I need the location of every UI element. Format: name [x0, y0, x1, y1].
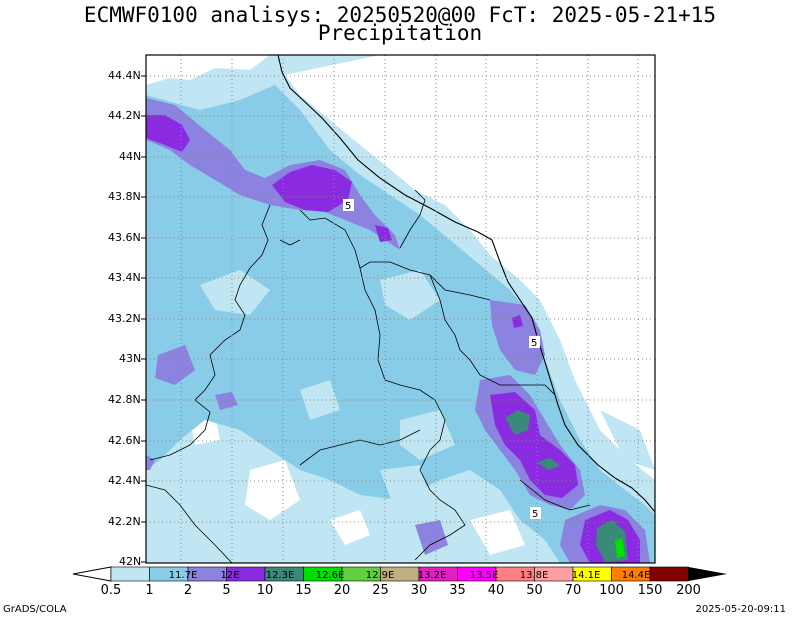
- map-subtitle: Precipitation: [317, 21, 483, 45]
- precip-band-lavender: [490, 300, 545, 375]
- precip-band-lavender: [155, 345, 195, 385]
- colorbar-box-label: 14.4E: [622, 570, 651, 581]
- contour-label: 5: [531, 338, 537, 349]
- footer-credit: GrADS/COLA: [3, 604, 67, 615]
- colorbar-value: 25: [372, 583, 389, 598]
- precip-band-lavender: [146, 455, 155, 470]
- colorbar-value: 2: [183, 583, 193, 598]
- precip-band-light: [300, 380, 340, 420]
- precip-band-none: [470, 510, 525, 555]
- lat-tick-label: 43N: [119, 352, 142, 365]
- colorbar-box-label: 13.5E: [470, 570, 499, 581]
- lat-tick-label: 43.4N: [108, 271, 141, 284]
- colorbar-value: 15: [295, 583, 312, 598]
- colorbar-value: 50: [526, 583, 543, 598]
- precipitation-field: [146, 55, 655, 563]
- colorbar: 11.7E 12E 12.3E 12.6E 12.9E 13.2E 13.5E …: [72, 566, 727, 582]
- map-title: ECMWF0100 analisys: 20250520@00 FcT: 202…: [83, 3, 717, 27]
- precip-band-none: [245, 460, 300, 520]
- precip-band-purple: [512, 315, 523, 328]
- colorbar-box: [649, 566, 689, 582]
- precip-band-none: [285, 55, 655, 480]
- precip-band-lavender: [146, 98, 400, 250]
- colorbar-box-label: 12.3E: [266, 570, 295, 581]
- colorbar-value: 70: [564, 583, 582, 598]
- precip-band-green: [615, 538, 625, 558]
- precip-band-lavender: [415, 520, 448, 555]
- precip-band-light: [380, 270, 440, 320]
- colorbar-box-label: 12E: [220, 570, 239, 581]
- colorbar-box-label: 14.1E: [572, 570, 601, 581]
- precip-band-light: [200, 460, 240, 505]
- colorbar-value: 100: [599, 583, 624, 598]
- precip-band-purple: [272, 165, 352, 212]
- colorbar-value: 0.5: [100, 583, 122, 598]
- y-ticks: [141, 75, 146, 563]
- precip-band-none: [330, 510, 370, 545]
- lat-tick-label: 43.2N: [108, 312, 141, 325]
- colorbar-box-label: 13.8E: [520, 570, 549, 581]
- colorbar-value: 20: [333, 583, 351, 598]
- colorbar-box-label: 12.9E: [366, 570, 395, 581]
- colorbar-value: 35: [449, 583, 466, 598]
- colorbar-value: 10: [256, 583, 274, 598]
- lat-tick-label: 42.8N: [108, 393, 141, 406]
- colorbar-box: [110, 566, 150, 582]
- lat-tick-label: 42N: [119, 555, 142, 568]
- contour-label: 5: [345, 201, 351, 212]
- lat-tick-label: 44.4N: [108, 69, 141, 82]
- precip-band-light: [600, 410, 655, 470]
- colorbar-value: 150: [637, 583, 663, 598]
- colorbar-box-label: 13.2E: [418, 570, 447, 581]
- colorbar-value: 5: [222, 583, 231, 598]
- lat-tick-label: 43.8N: [108, 190, 141, 203]
- colorbar-value: 30: [410, 583, 428, 598]
- precip-band-purple: [146, 115, 190, 152]
- colorbar-box-label: 12.6E: [316, 570, 345, 581]
- colorbar-high-arrow: [688, 567, 727, 581]
- lat-tick-label: 42.6N: [108, 434, 141, 447]
- colorbar-value: 40: [487, 583, 505, 598]
- map-frame: [145, 54, 656, 564]
- precip-band-light: [380, 465, 430, 510]
- lat-tick-label: 44.2N: [108, 109, 141, 122]
- lat-lon-grid: [146, 55, 655, 563]
- lat-tick-label: 44N: [119, 150, 142, 163]
- lat-tick-label: 42.2N: [108, 515, 141, 528]
- contour-label: 5: [532, 509, 538, 520]
- lat-tick-label: 42.4N: [108, 474, 141, 487]
- colorbar-value: 200: [676, 583, 701, 598]
- precip-band-none: [146, 55, 270, 85]
- precip-band-light: [200, 270, 270, 315]
- precip-band-teal: [537, 458, 560, 470]
- precip-band-lavender: [215, 392, 238, 410]
- colorbar-value: 1: [145, 583, 154, 598]
- precip-band-light: [400, 410, 455, 460]
- colorbar-low-arrow: [72, 566, 112, 582]
- lat-tick-label: 43.6N: [108, 231, 141, 244]
- precip-band-purple: [375, 225, 392, 242]
- precip-band-teal: [505, 410, 530, 435]
- colorbar-box-label: 11.7E: [169, 570, 198, 581]
- region-boundaries: [146, 189, 591, 563]
- contour-labels: 5 5 5: [343, 199, 541, 520]
- footer-timestamp: 2025-05-20-09:11: [695, 604, 786, 615]
